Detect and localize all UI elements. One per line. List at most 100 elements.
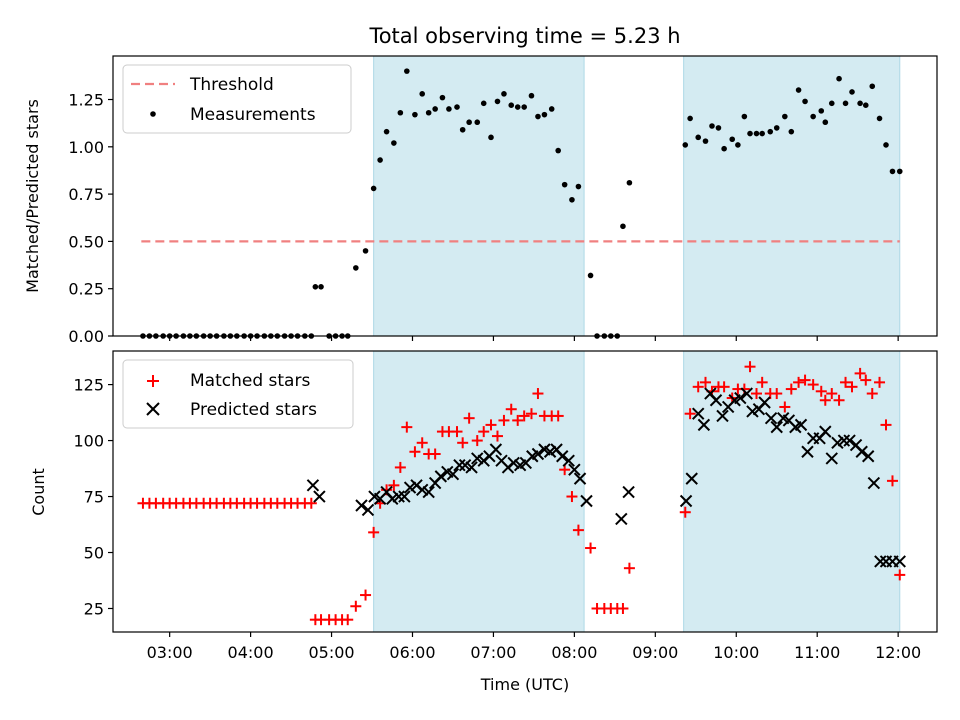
measurement-point (759, 130, 765, 137)
predicted-star-point (556, 450, 569, 463)
matched-star-point (679, 506, 691, 518)
matched-star-points (137, 361, 906, 626)
measurement-point (312, 284, 319, 290)
matched-star-point (451, 426, 463, 438)
predicted-star-point (562, 454, 575, 467)
observing-window-span (373, 55, 585, 337)
matched-star-point (478, 426, 490, 438)
y-tick-label: 0.50 (68, 232, 104, 251)
top-y-axis: 0.00 0.25 0.50 0.75 1.00 1.25 (68, 91, 113, 346)
measurement-point (466, 119, 472, 126)
bottom-frame (112, 350, 938, 633)
top-y-axis-label: Matched/Predicted stars (23, 99, 42, 293)
measurement-point (810, 113, 816, 120)
matched-star-point (305, 497, 317, 509)
predicted-star-point (843, 434, 856, 447)
predicted-star-point (615, 512, 628, 526)
matched-star-point (807, 379, 819, 391)
measurement-point (687, 115, 693, 122)
measurement-point (501, 91, 507, 97)
matched-star-point (771, 388, 783, 400)
predicted-star-point (465, 461, 478, 474)
x-axis-label: Time (UTC) (480, 675, 569, 694)
predicted-star-point (580, 494, 593, 508)
predicted-star-point (764, 411, 778, 425)
x-tick-label: 09:00 (632, 643, 678, 662)
matched-star-point (491, 430, 503, 442)
measurement-point (788, 128, 795, 135)
matched-star-point (750, 388, 762, 400)
predicted-star-point (716, 409, 729, 423)
observing-window-span (683, 55, 901, 337)
y-tick-label: 75 (84, 488, 104, 507)
matched-star-point (532, 388, 544, 400)
legend-matched-swatch (147, 375, 159, 387)
top-x-ticks (169, 336, 899, 341)
matched-star-point (886, 475, 898, 487)
measurement-point (353, 265, 359, 271)
measurement-point (404, 68, 410, 74)
measurement-point (849, 89, 855, 95)
matched-star-point (350, 600, 362, 612)
measurement-point (362, 248, 369, 254)
measurement-point (377, 157, 383, 163)
measurement-point (735, 142, 741, 148)
x-tick-label: 10:00 (713, 643, 759, 662)
measurement-point (528, 92, 535, 99)
bottom-legend: Matched stars Predicted stars (122, 359, 354, 429)
x-tick-label: 11:00 (794, 643, 840, 662)
measurement-point (795, 87, 802, 93)
bottom-x-axis: 03:00 04:00 05:00 06:00 07:00 08:00 09:00 10:00… (147, 632, 921, 662)
measurement-point (862, 102, 869, 108)
measurement-point (474, 119, 481, 126)
matched-star-point (623, 562, 635, 574)
measurement-point (318, 284, 324, 290)
matched-star-point (860, 374, 872, 386)
legend-measurement-swatch (150, 111, 156, 117)
matched-star-point (826, 388, 838, 400)
y-tick-label: 0.25 (68, 280, 104, 299)
measurement-point (535, 113, 541, 120)
measurement-point (695, 134, 702, 141)
predicted-star-point (893, 555, 906, 568)
matched-star-point (518, 410, 530, 422)
predicted-star-point (692, 407, 705, 420)
matched-star-point (360, 589, 372, 601)
measurement-point (802, 98, 808, 105)
y-tick-label: 100 (73, 432, 104, 451)
x-tick-label: 12:00 (875, 643, 921, 662)
matched-star-point (409, 446, 421, 458)
measurement-point (782, 113, 788, 120)
predicted-star-point (398, 490, 411, 503)
predicted-star-point (313, 490, 326, 503)
top-panel: 0.00 0.25 0.50 0.75 1.00 1.25 Matched/Predict… (23, 55, 938, 346)
predicted-star-point (531, 447, 545, 461)
predicted-star-point (306, 479, 320, 492)
bottom-legend-box (122, 359, 354, 429)
measurement-point (432, 106, 438, 112)
measurement-point (383, 128, 390, 135)
legend-measurement-label: Measurements (190, 105, 316, 125)
measurement-point (370, 185, 377, 192)
x-tick-label: 07:00 (470, 643, 516, 662)
measurement-point (575, 183, 582, 190)
measurement-point (709, 123, 715, 129)
y-tick-label: 0.00 (68, 327, 104, 346)
bottom-y-axis: 25 50 75 100 125 (73, 376, 113, 618)
predicted-star-point (861, 450, 875, 463)
matched-star-point (785, 383, 797, 395)
measurement-point (721, 145, 727, 152)
measurement-point (439, 94, 446, 101)
predicted-star-point (434, 470, 448, 483)
x-tick-label: 06:00 (389, 643, 435, 662)
measurement-point (842, 100, 849, 107)
matched-star-point (866, 388, 878, 400)
predicted-star-point (801, 445, 814, 458)
measurement-point (682, 142, 689, 148)
predicted-star-point (489, 443, 503, 456)
matched-star-point (700, 376, 712, 388)
matched-star-point (840, 376, 852, 388)
predicted-star-point (709, 394, 723, 407)
predicted-star-point (679, 494, 693, 508)
predicted-star-point (685, 472, 698, 485)
